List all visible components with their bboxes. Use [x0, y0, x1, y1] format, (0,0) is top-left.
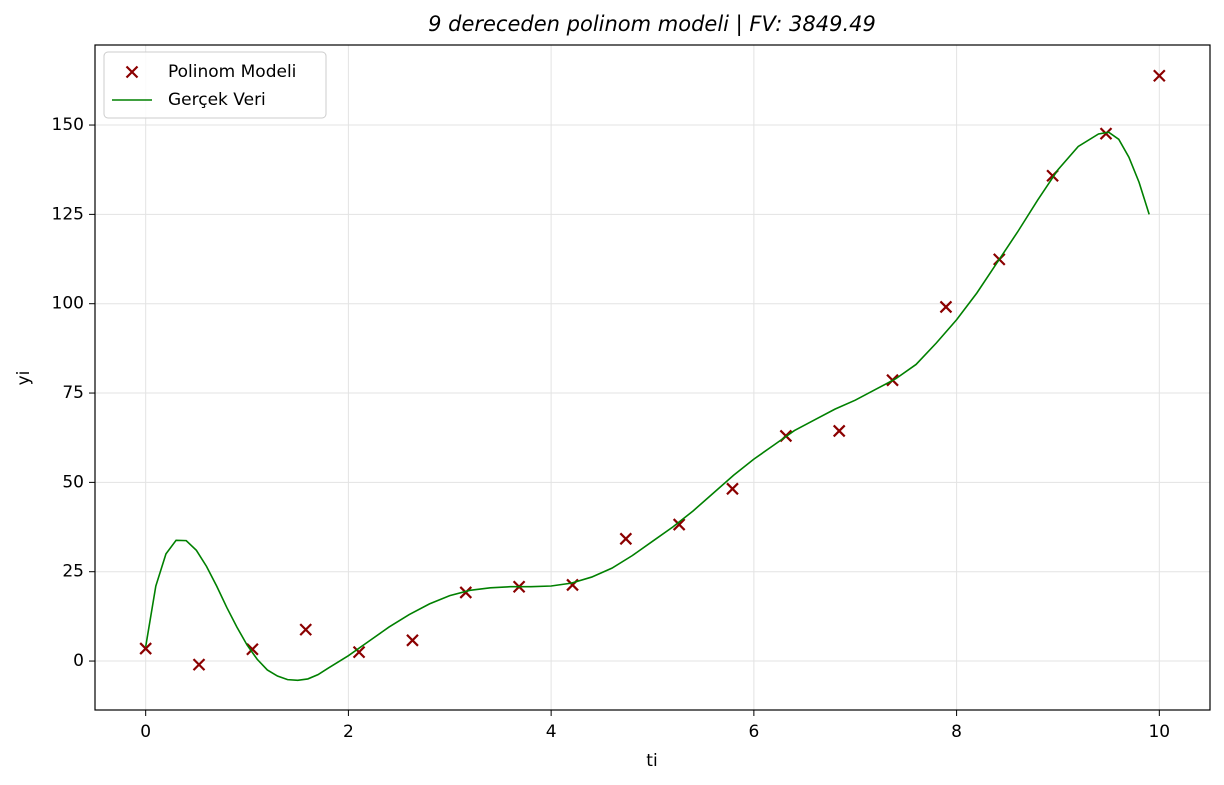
scatter-point: [619, 532, 633, 546]
plot-frame: [94, 44, 1211, 711]
scatter-point: [192, 658, 206, 671]
scatter-point: [459, 586, 473, 599]
x-tick-label: 6: [748, 722, 759, 742]
x-tick-label: 0: [140, 722, 151, 742]
y-tick-label: 25: [62, 562, 84, 582]
x-tick-label: 4: [546, 722, 557, 742]
legend-label: Polinom Modeli: [168, 62, 296, 82]
y-tick-label: 50: [62, 472, 84, 492]
scatter-point: [139, 642, 152, 655]
line: [144, 131, 1150, 682]
scatter-point: [939, 300, 953, 314]
legend-label: Gerçek Veri: [168, 90, 266, 110]
y-tick-label: 75: [62, 383, 84, 403]
x-axis-label: ti: [646, 751, 657, 771]
x-tick-label: 10: [1148, 722, 1170, 742]
scatter-point: [726, 482, 739, 496]
scatter-point: [299, 623, 313, 636]
scatter-point: [406, 634, 419, 647]
y-tick-label: 150: [52, 115, 84, 135]
scatter-point: [1099, 127, 1113, 140]
legend-box: [103, 51, 327, 119]
y-tick-label: 125: [52, 204, 84, 224]
scatter-point: [352, 645, 366, 659]
x-tick-label: 8: [951, 722, 962, 742]
scatter-point: [672, 518, 686, 531]
y-tick-label: 100: [52, 294, 84, 314]
chart-title: 9 dereceden polinom modeli | FV: 3849.49: [428, 12, 876, 37]
y-tick-label: 0: [73, 651, 84, 671]
x-tick-label: 2: [343, 722, 354, 742]
scatter-point: [1153, 69, 1166, 83]
y-axis-label: yi: [14, 371, 34, 386]
scatter-point: [832, 424, 846, 438]
legend-marker: [125, 65, 139, 79]
scatter-point: [246, 642, 259, 656]
